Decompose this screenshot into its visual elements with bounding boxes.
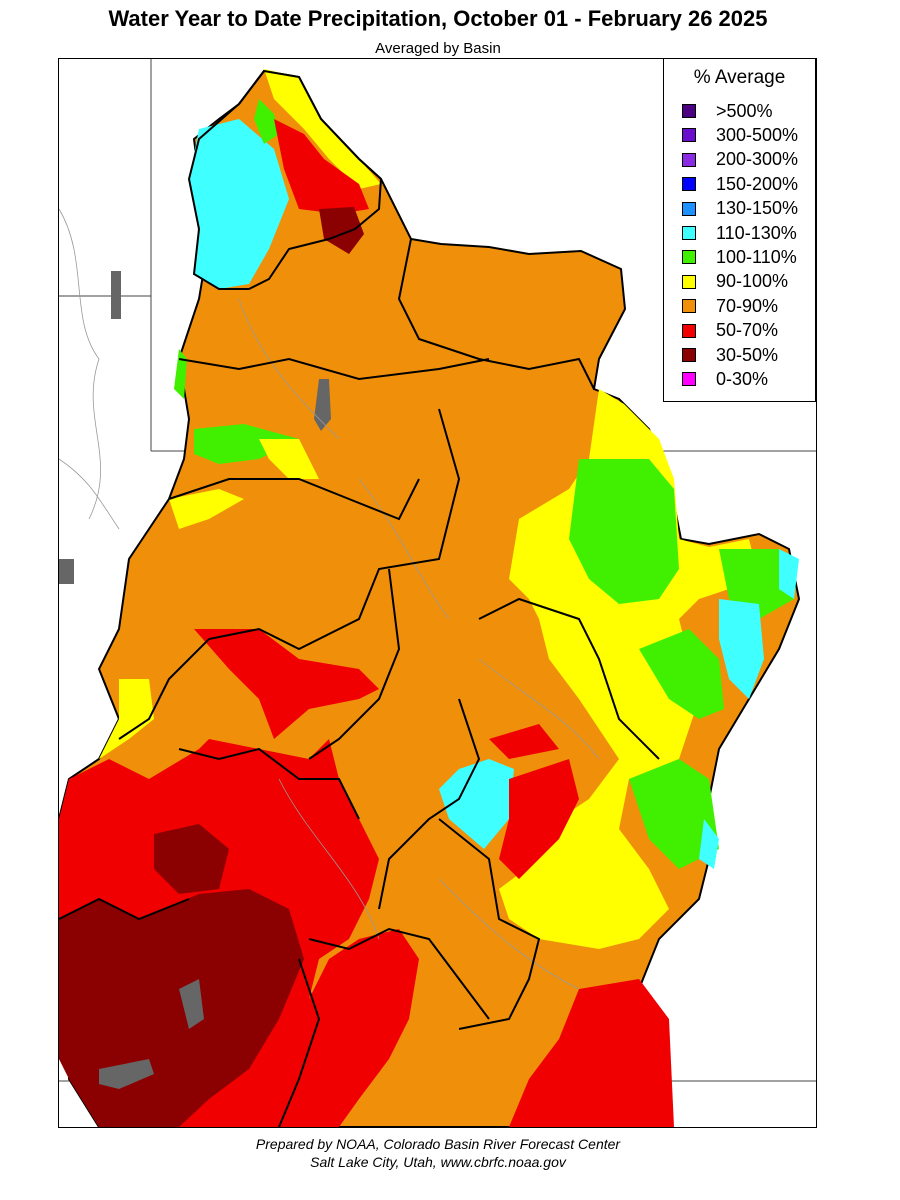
legend-item: 50-70% xyxy=(682,319,778,343)
legend-item: 130-150% xyxy=(682,197,798,221)
legend-label: 100-110% xyxy=(716,246,797,267)
legend-label: 150-200% xyxy=(716,173,799,194)
legend-swatch xyxy=(682,177,696,192)
legend-swatch xyxy=(682,323,696,338)
legend-label: 130-150% xyxy=(716,198,799,219)
region-90-100-north xyxy=(264,69,381,189)
legend-label: 70-90% xyxy=(716,295,779,316)
legend-title: % Average xyxy=(693,67,786,88)
basin-map-graphic xyxy=(59,59,816,1127)
legend-item: 70-90% xyxy=(682,294,778,318)
legend-item: 150-200% xyxy=(682,172,798,196)
legend-label: 90-100% xyxy=(716,271,789,292)
legend-item: >500% xyxy=(682,99,773,123)
legend-label: 200-300% xyxy=(716,149,799,170)
legend-item: 300-500% xyxy=(682,123,798,147)
legend-item: 0-30% xyxy=(682,367,768,391)
legend-label: 30-50% xyxy=(716,344,779,365)
legend-swatch xyxy=(682,226,696,240)
legend-item: 90-100% xyxy=(682,270,788,294)
legend-label: 0-30% xyxy=(716,368,769,389)
legend-box: % Average >500% 300-500% 200-300% 150-200% 1… xyxy=(663,58,816,402)
region-30-50-southwest xyxy=(59,824,304,1127)
credit-line-2: Salt Lake City, Utah, www.cbrfc.noaa.gov xyxy=(310,1154,566,1170)
legend-swatch xyxy=(682,128,696,143)
legend-label: 300-500% xyxy=(716,124,799,145)
region-110-130-north xyxy=(189,119,289,289)
legend-item: 30-50% xyxy=(682,343,778,367)
credit-line-1: Prepared by NOAA, Colorado Basin River F… xyxy=(255,1136,621,1152)
legend-swatch xyxy=(682,372,696,387)
legend-swatch xyxy=(682,104,696,118)
region-50-70-central xyxy=(194,629,579,879)
legend-swatch xyxy=(682,299,696,314)
legend-label: 50-70% xyxy=(716,320,779,341)
region-100-110-east xyxy=(569,459,794,869)
legend-item: 110-130% xyxy=(682,221,797,245)
region-90-100-west xyxy=(99,439,319,759)
region-50-70-north xyxy=(274,119,369,214)
legend-swatch xyxy=(682,274,696,289)
basin-boundaries xyxy=(59,69,660,1127)
legend-item: 200-300% xyxy=(682,148,798,172)
legend-swatch xyxy=(682,152,696,167)
region-90-100-east xyxy=(499,389,759,949)
legend-item: 100-110% xyxy=(682,245,797,269)
map-subtitle: Averaged by Basin xyxy=(375,40,501,57)
legend-label: >500% xyxy=(716,100,773,121)
legend-swatch xyxy=(682,348,696,362)
region-50-70-southeast xyxy=(309,929,674,1127)
legend-label: 110-130% xyxy=(716,222,797,243)
region-110-130-east xyxy=(439,549,799,869)
region-30-50-north xyxy=(319,207,364,254)
legend-swatch xyxy=(682,250,696,265)
legend-swatch xyxy=(682,201,696,216)
map-title: Water Year to Date Precipitation, Octobe… xyxy=(108,6,768,31)
rivers xyxy=(59,208,600,990)
